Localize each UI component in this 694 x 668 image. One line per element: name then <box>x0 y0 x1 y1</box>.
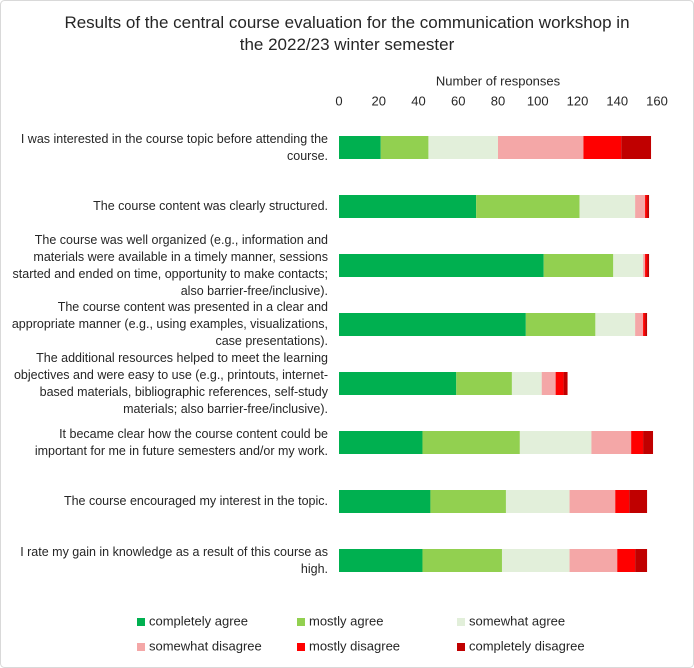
bar-segment <box>422 431 520 454</box>
bar-segment <box>647 195 650 218</box>
bar-segment <box>430 490 506 513</box>
x-tick-label: 0 <box>335 93 342 108</box>
bar-segment <box>555 372 564 395</box>
legend-swatch <box>297 643 305 651</box>
category-label: It became clear how the course content c… <box>34 426 328 458</box>
bar-segment <box>615 490 630 513</box>
bar-segment <box>339 254 544 277</box>
bar-segment <box>635 313 644 336</box>
x-tick-label: 160 <box>646 93 668 108</box>
bar-segment <box>501 549 570 572</box>
x-tick-label: 120 <box>567 93 589 108</box>
bar-segment <box>339 195 477 218</box>
category-label: The additional resources helped to meet … <box>13 350 328 416</box>
legend-swatch <box>297 618 305 626</box>
category-label: The course content was clearly structure… <box>93 199 328 213</box>
bar-segment <box>519 431 592 454</box>
bar-segment <box>380 136 429 159</box>
bar-segment <box>635 195 646 218</box>
x-tick-label: 80 <box>491 93 505 108</box>
bar-segment <box>629 490 648 513</box>
x-tick-label: 100 <box>527 93 549 108</box>
bar-segment <box>591 431 632 454</box>
bar-segment <box>645 313 648 336</box>
bar-segment <box>595 313 636 336</box>
bar-segment <box>645 254 648 277</box>
bar-segment <box>643 254 646 277</box>
bar-segment <box>505 490 570 513</box>
chart-title: Results of the central course evaluation… <box>64 13 630 54</box>
x-tick-label: 60 <box>451 93 465 108</box>
bar-segment <box>498 136 584 159</box>
bar-segment <box>563 372 568 395</box>
bar-segment <box>525 313 596 336</box>
bar-segment <box>569 549 618 572</box>
bar-segment <box>613 254 644 277</box>
bar-segment <box>541 372 556 395</box>
category-label: The course encouraged my interest in the… <box>63 494 328 508</box>
category-label: The course was well organized (e.g., inf… <box>12 232 328 298</box>
legend-label: completely agree <box>149 613 248 628</box>
legend-swatch <box>457 618 465 626</box>
bar-segment <box>339 372 457 395</box>
bar-segment <box>456 372 512 395</box>
bar-segment <box>339 313 526 336</box>
bar-segment <box>339 136 381 159</box>
legend-label: somewhat disagree <box>149 638 262 653</box>
legend-label: somewhat agree <box>469 613 565 628</box>
bar-segment <box>422 549 502 572</box>
legend-swatch <box>457 643 465 651</box>
legend-label: completely disagree <box>469 638 585 653</box>
bar-segment <box>631 431 644 454</box>
bar-segment <box>621 136 652 159</box>
legend-swatch <box>137 643 145 651</box>
bar-segment <box>569 490 616 513</box>
category-label: The course content was presented in a cl… <box>11 300 328 348</box>
category-label: I rate my gain in knowledge as a result … <box>20 544 328 576</box>
bar-segment <box>583 136 622 159</box>
legend-label: mostly agree <box>309 613 383 628</box>
legend-label: mostly disagree <box>309 638 400 653</box>
bar-segment <box>339 431 423 454</box>
x-tick-label: 140 <box>606 93 628 108</box>
legend-swatch <box>137 618 145 626</box>
bar-segment <box>635 549 648 572</box>
bar-segment <box>645 195 648 218</box>
x-tick-label: 20 <box>372 93 386 108</box>
bar-segment <box>617 549 636 572</box>
bar-segment <box>428 136 498 159</box>
bar-segment <box>476 195 580 218</box>
bar-segment <box>543 254 614 277</box>
bar-segment <box>511 372 542 395</box>
category-label: I was interested in the course topic bef… <box>20 131 328 163</box>
bar-segment <box>579 195 636 218</box>
bar-segment <box>643 313 646 336</box>
x-tick-label: 40 <box>411 93 425 108</box>
x-axis-label: Number of responses <box>436 73 561 88</box>
bar-segment <box>339 490 431 513</box>
bar-segment <box>339 549 423 572</box>
bar-segment <box>643 431 654 454</box>
bar-segment <box>647 254 650 277</box>
